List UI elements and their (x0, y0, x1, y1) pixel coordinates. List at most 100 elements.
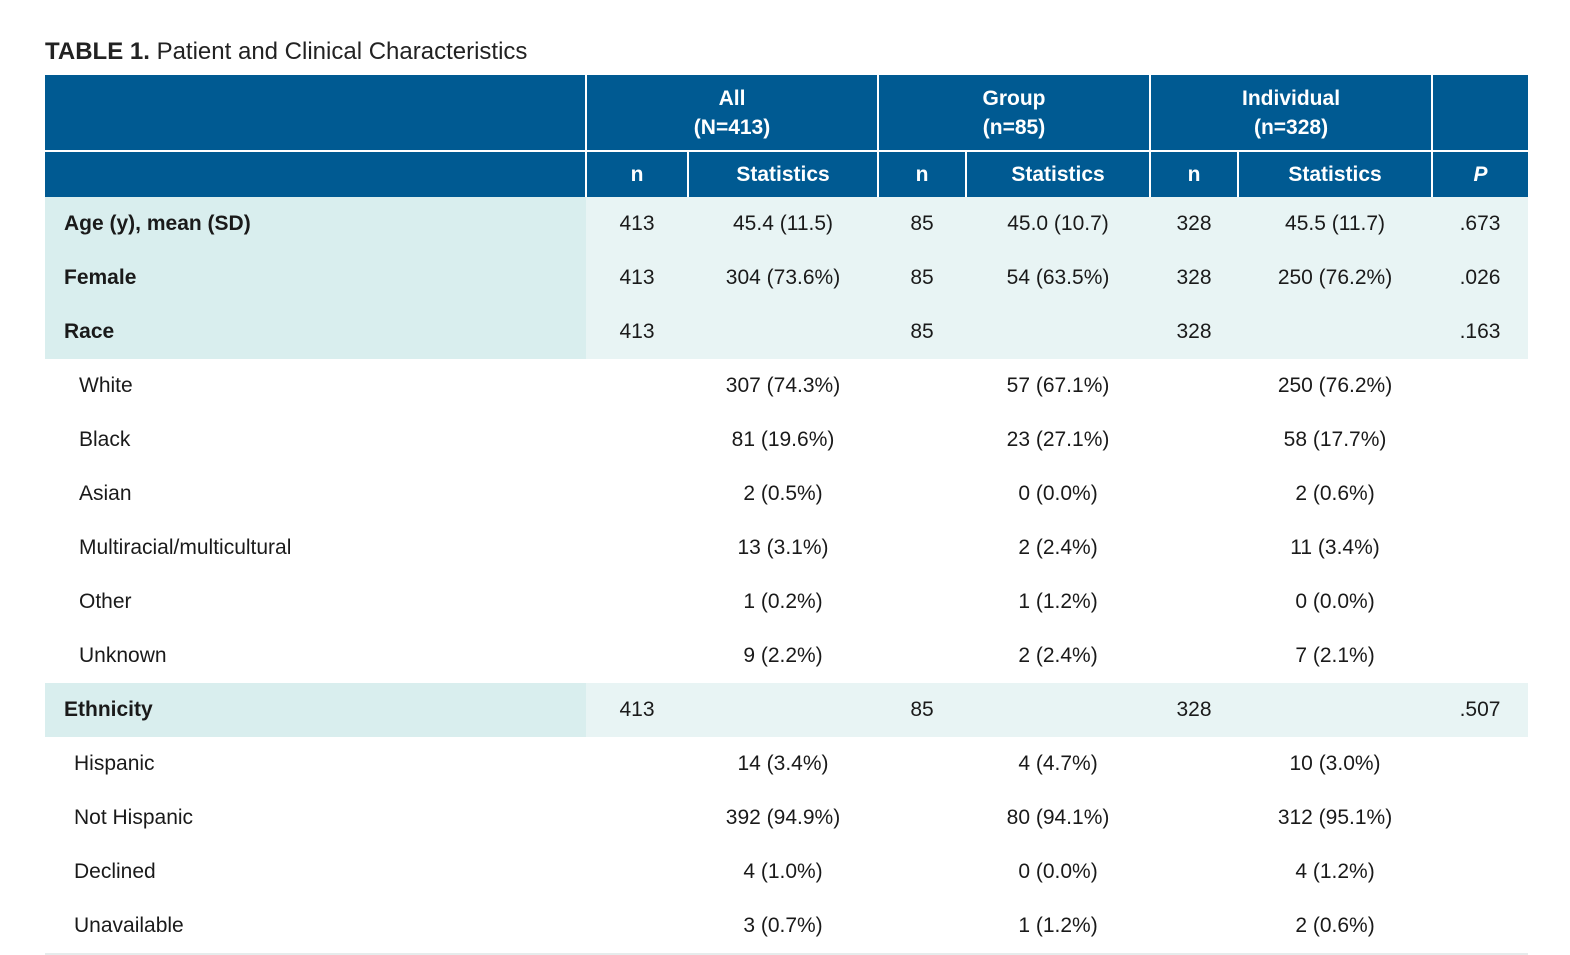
all-n (586, 899, 688, 955)
header-empty-cell (45, 75, 586, 151)
all-stat: 2 (0.5%) (743, 482, 823, 505)
header-statistics: Statistics (1237, 150, 1433, 197)
p-value (1432, 737, 1528, 791)
all-stat: 9 (2.2%) (743, 644, 823, 667)
individual-stat: 0 (0.0%) (1295, 590, 1375, 613)
group-stat: 23 (27.1%) (1006, 428, 1110, 451)
p-value (1432, 899, 1529, 955)
header-group-group: Group (n=85) (877, 75, 1151, 151)
all-n (586, 845, 688, 899)
row-label: Not Hispanic (74, 806, 194, 829)
individual-stat (1238, 305, 1433, 359)
row-label: White (79, 374, 133, 397)
table-row-asian: Asian 2 (0.5%) 0 (0.0%) 2 (0.6%) (45, 467, 1528, 521)
p-value (1432, 521, 1528, 575)
header-n: n (1149, 150, 1239, 197)
all-n (586, 575, 688, 629)
row-label: Black (79, 428, 131, 451)
all-n (586, 521, 688, 575)
group-n (878, 413, 966, 467)
row-label: Other (79, 590, 132, 613)
all-stat: 3 (0.7%) (688, 899, 879, 955)
group-n (878, 845, 966, 899)
header-row-columns: n Statistics n Statistics n Statistics P (45, 150, 1529, 197)
all-n: 413 (586, 305, 688, 359)
all-stat: 1 (0.2%) (743, 590, 823, 613)
individual-n (1150, 413, 1238, 467)
p-value: .026 (1432, 251, 1529, 305)
p-value: .163 (1432, 305, 1529, 359)
row-label: Ethnicity (45, 683, 586, 737)
table-caption: TABLE 1. Patient and Clinical Characteri… (45, 38, 527, 66)
individual-stat: 2 (0.6%) (1238, 899, 1433, 955)
individual-stat (1238, 683, 1433, 737)
all-stat: 4 (1.0%) (743, 860, 823, 883)
all-stat (688, 683, 879, 737)
row-label: Hispanic (74, 752, 155, 775)
row-label: Multiracial/multicultural (79, 536, 292, 559)
row-label: Age (y), mean (SD) (45, 197, 586, 251)
p-value (1432, 629, 1528, 683)
row-label: Declined (74, 860, 156, 883)
group-stat: 1 (1.2%) (966, 899, 1151, 955)
table-row-race: Race 413 85 328 .163 (45, 305, 1529, 359)
header-p-value: P (1431, 150, 1529, 197)
group-stat: 4 (4.7%) (1018, 752, 1098, 775)
table-row-black: Black 81 (19.6%) 23 (27.1%) 58 (17.7%) (45, 413, 1528, 467)
group-n: 85 (878, 251, 967, 305)
all-stat (688, 305, 879, 359)
individual-n (1150, 791, 1238, 845)
group-n (878, 575, 966, 629)
individual-stat: 58 (17.7%) (1283, 428, 1387, 451)
group-stat: 1 (1.2%) (1018, 590, 1098, 613)
table-header: All (N=413) Group (n=85) Individual (n=3… (45, 75, 1529, 197)
group-stat: 0 (0.0%) (1018, 482, 1098, 505)
header-row-groups: All (N=413) Group (n=85) Individual (n=3… (45, 75, 1529, 151)
individual-n (1150, 521, 1238, 575)
table-row-not-hispanic: Not Hispanic 392 (94.9%) 80 (94.1%) 312 … (45, 791, 1528, 845)
individual-stat: 250 (76.2%) (1277, 374, 1393, 397)
group-n (878, 521, 966, 575)
all-n (586, 737, 688, 791)
individual-stat: 2 (0.6%) (1295, 482, 1375, 505)
p-value (1432, 413, 1528, 467)
table-row-female: Female 413 304 (73.6%) 85 54 (63.5%) 328… (45, 251, 1529, 305)
header-group-all: All (N=413) (584, 75, 879, 151)
header-empty-cell (45, 150, 586, 197)
table-row-declined: Declined 4 (1.0%) 0 (0.0%) 4 (1.2%) (45, 845, 1528, 899)
individual-n (1150, 737, 1238, 791)
individual-n (1150, 899, 1239, 955)
p-value: .673 (1432, 197, 1529, 251)
table-row-unavailable: Unavailable 3 (0.7%) 1 (1.2%) 2 (0.6%) (45, 899, 1529, 955)
header-group-individual: Individual (n=328) (1149, 75, 1433, 151)
p-value: .507 (1432, 683, 1529, 737)
table-row-other: Other 1 (0.2%) 1 (1.2%) 0 (0.0%) (45, 575, 1528, 629)
individual-n (1150, 467, 1238, 521)
header-statistics: Statistics (686, 150, 879, 197)
header-empty-cell (1431, 75, 1529, 151)
all-stat: 45.4 (11.5) (688, 197, 879, 251)
all-stat: 81 (19.6%) (731, 428, 835, 451)
table-row-white: White 307 (74.3%) 57 (67.1%) 250 (76.2%) (45, 359, 1528, 413)
individual-stat: 250 (76.2%) (1238, 251, 1433, 305)
individual-n (1150, 629, 1238, 683)
all-stat: 392 (94.9%) (725, 806, 841, 829)
group-stat: 80 (94.1%) (1006, 806, 1110, 829)
all-n: 413 (586, 251, 688, 305)
group-n (878, 359, 966, 413)
all-n (586, 791, 688, 845)
individual-n: 328 (1150, 251, 1239, 305)
table-row-age: Age (y), mean (SD) 413 45.4 (11.5) 85 45… (45, 197, 1529, 251)
individual-stat: 7 (2.1%) (1295, 644, 1375, 667)
table-row-hispanic: Hispanic 14 (3.4%) 4 (4.7%) 10 (3.0%) (45, 737, 1528, 791)
p-value (1432, 845, 1528, 899)
group-stat (966, 683, 1151, 737)
group-n (878, 899, 967, 955)
row-label: Race (45, 305, 586, 359)
all-n: 413 (586, 197, 688, 251)
group-stat: 54 (63.5%) (966, 251, 1151, 305)
all-n (586, 467, 688, 521)
p-value (1432, 575, 1528, 629)
group-n (878, 629, 966, 683)
all-stat: 304 (73.6%) (688, 251, 879, 305)
